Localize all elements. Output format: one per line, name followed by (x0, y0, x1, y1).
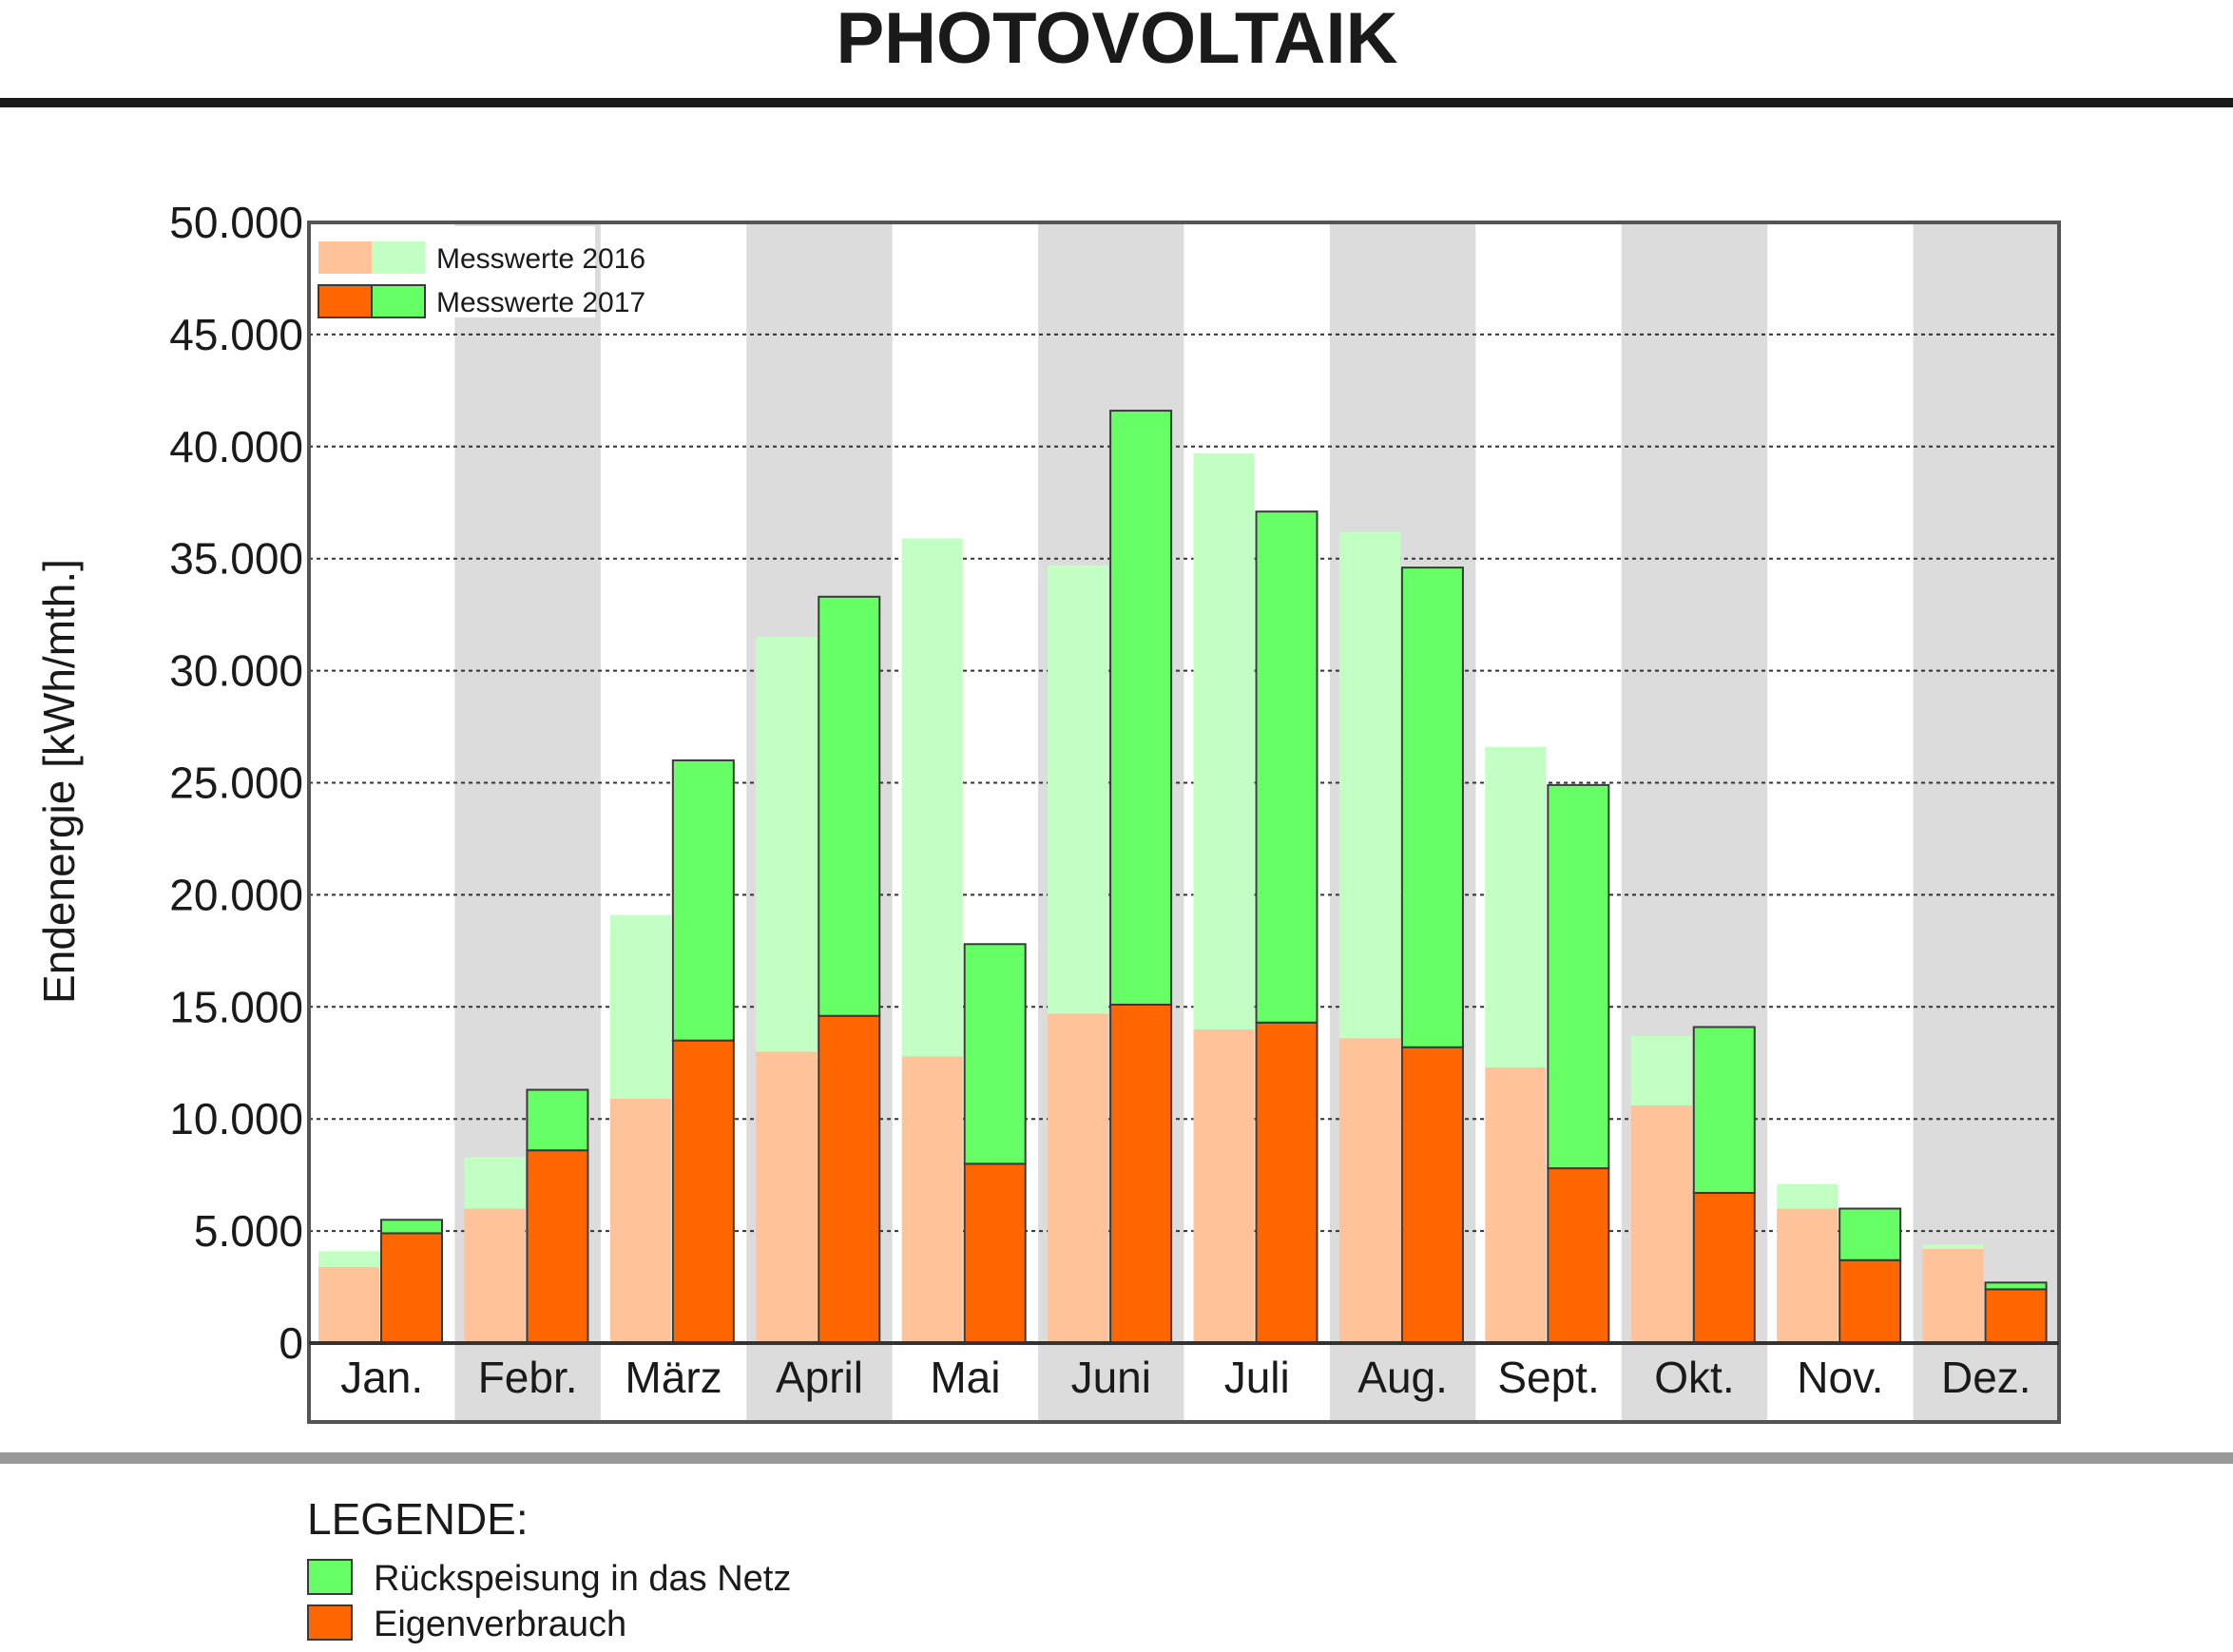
month-label: Jan. (340, 1353, 423, 1402)
bar-rueckspeisung-2017 (1838, 1207, 1902, 1261)
bar-eigenverbrauch-2016 (901, 1056, 963, 1343)
y-tick-label: 45.000 (169, 310, 303, 359)
inset-legend-swatch-eigenverbrauch (318, 284, 373, 318)
bar-rueckspeisung-2017 (1255, 510, 1319, 1024)
month-label: Sept. (1497, 1353, 1599, 1402)
bar-eigenverbrauch-2017 (526, 1149, 589, 1345)
bar-eigenverbrauch-2016 (464, 1208, 526, 1343)
bar-eigenverbrauch-2017 (1400, 1046, 1464, 1345)
bar-eigenverbrauch-2017 (1547, 1167, 1610, 1345)
legend-label: Rückspeisung in das Netz (374, 1559, 791, 1599)
bar-eigenverbrauch-2016 (1048, 1013, 1109, 1343)
plot-frame (307, 221, 2061, 1424)
bar-eigenverbrauch-2017 (1255, 1021, 1319, 1345)
bar-eigenverbrauch-2016 (1338, 1038, 1400, 1343)
bar-rueckspeisung-2016 (1630, 1035, 1692, 1106)
plot-border (307, 221, 2061, 1424)
bar-rueckspeisung-2017 (818, 595, 881, 1017)
bar-rueckspeisung-2016 (318, 1251, 379, 1267)
inset-legend: Messwerte 2016 Messwerte 2017 (315, 226, 645, 318)
bar-eigenverbrauch-2016 (318, 1266, 379, 1343)
month-label: Juli (1224, 1353, 1290, 1402)
inset-legend-swatch-rueckspeisung (372, 241, 425, 274)
bar-eigenverbrauch-2017 (818, 1014, 881, 1345)
bar-eigenverbrauch-2017 (1984, 1288, 2048, 1344)
y-tick-label: 35.000 (169, 534, 303, 584)
bar-eigenverbrauch-2016 (1630, 1105, 1692, 1343)
month-label: Okt. (1654, 1353, 1734, 1402)
y-tick-label: 5.000 (194, 1206, 303, 1256)
bar-rueckspeisung-2017 (1400, 567, 1464, 1048)
top-rule (0, 98, 2233, 107)
legend-title: LEGENDE: (307, 1494, 529, 1544)
bar-rueckspeisung-2016 (901, 538, 963, 1057)
bar-eigenverbrauch-2017 (671, 1039, 735, 1345)
y-tick-label: 50.000 (169, 198, 303, 247)
bar-eigenverbrauch-2017 (963, 1162, 1027, 1344)
bar-eigenverbrauch-2016 (1922, 1248, 1984, 1343)
bottom-legend: Rückspeisung in das Netz Eigenverbrauch (307, 1559, 791, 1644)
y-axis-label: Endenergie [kWh/mth.] (34, 559, 84, 1004)
month-labels: Jan. Febr. März April Mai Juni Juli Aug. Sept. Ok… (340, 1353, 2031, 1402)
bar-rueckspeisung-2017 (1547, 783, 1610, 1170)
bar-rueckspeisung-2017 (963, 943, 1027, 1165)
bar-eigenverbrauch-2017 (380, 1232, 443, 1345)
month-label: Febr. (478, 1353, 578, 1402)
y-tick-label: 20.000 (169, 870, 303, 919)
y-tick-label: 0 (279, 1318, 303, 1368)
bottom-rule (0, 1452, 2233, 1464)
bar-eigenverbrauch-2016 (609, 1098, 671, 1343)
inset-legend-label: Messwerte 2016 (436, 243, 645, 275)
bar-eigenverbrauch-2016 (1193, 1028, 1255, 1343)
bar-rueckspeisung-2016 (464, 1157, 526, 1209)
bar-rueckspeisung-2017 (671, 759, 735, 1042)
y-tick-labels: 0 5.000 10.000 15.000 20.000 25.000 30.000 35.0… (169, 198, 303, 1368)
y-tick-label: 25.000 (169, 759, 303, 808)
bar-eigenverbrauch-2017 (1692, 1192, 1756, 1345)
bar-rueckspeisung-2017 (1984, 1281, 2048, 1291)
bar-rueckspeisung-2016 (1777, 1183, 1838, 1209)
legend-swatch (307, 1559, 353, 1595)
month-label: Aug. (1357, 1353, 1448, 1402)
legend-swatch (307, 1604, 353, 1641)
month-label: Juni (1071, 1353, 1151, 1402)
bar-rueckspeisung-2017 (380, 1219, 443, 1235)
inset-legend-label: Messwerte 2017 (436, 287, 645, 318)
bar-eigenverbrauch-2017 (1109, 1003, 1173, 1345)
bar-rueckspeisung-2017 (526, 1088, 589, 1152)
y-tick-label: 15.000 (169, 982, 303, 1031)
bar-rueckspeisung-2016 (609, 914, 671, 1099)
month-label: März (625, 1353, 722, 1402)
bar-eigenverbrauch-2016 (756, 1051, 818, 1343)
chart-title: PHOTOVOLTAIK (836, 0, 1397, 79)
inset-legend-swatch-eigenverbrauch (318, 241, 372, 274)
month-label: Dez. (1941, 1353, 2031, 1402)
inset-legend-swatch-rueckspeisung (371, 284, 426, 318)
bar-eigenverbrauch-2016 (1777, 1208, 1838, 1343)
month-label: Nov. (1797, 1353, 1883, 1402)
y-tick-label: 10.000 (169, 1094, 303, 1143)
y-tick-label: 30.000 (169, 646, 303, 696)
bar-rueckspeisung-2016 (1193, 452, 1255, 1029)
bar-rueckspeisung-2016 (1485, 746, 1547, 1067)
month-band (1913, 222, 2059, 1422)
bars (318, 410, 2048, 1345)
bar-rueckspeisung-2016 (1338, 531, 1400, 1039)
month-label: April (776, 1353, 863, 1402)
legend-label: Eigenverbrauch (374, 1604, 626, 1644)
bar-rueckspeisung-2016 (756, 637, 818, 1052)
month-label: Mai (930, 1353, 1000, 1402)
bar-rueckspeisung-2017 (1692, 1026, 1756, 1195)
bar-eigenverbrauch-2017 (1838, 1258, 1902, 1345)
bar-eigenverbrauch-2016 (1485, 1066, 1547, 1343)
bar-rueckspeisung-2016 (1048, 565, 1109, 1014)
y-tick-label: 40.000 (169, 422, 303, 471)
bar-rueckspeisung-2017 (1109, 410, 1173, 1006)
bar-rueckspeisung-2016 (1922, 1244, 1984, 1249)
